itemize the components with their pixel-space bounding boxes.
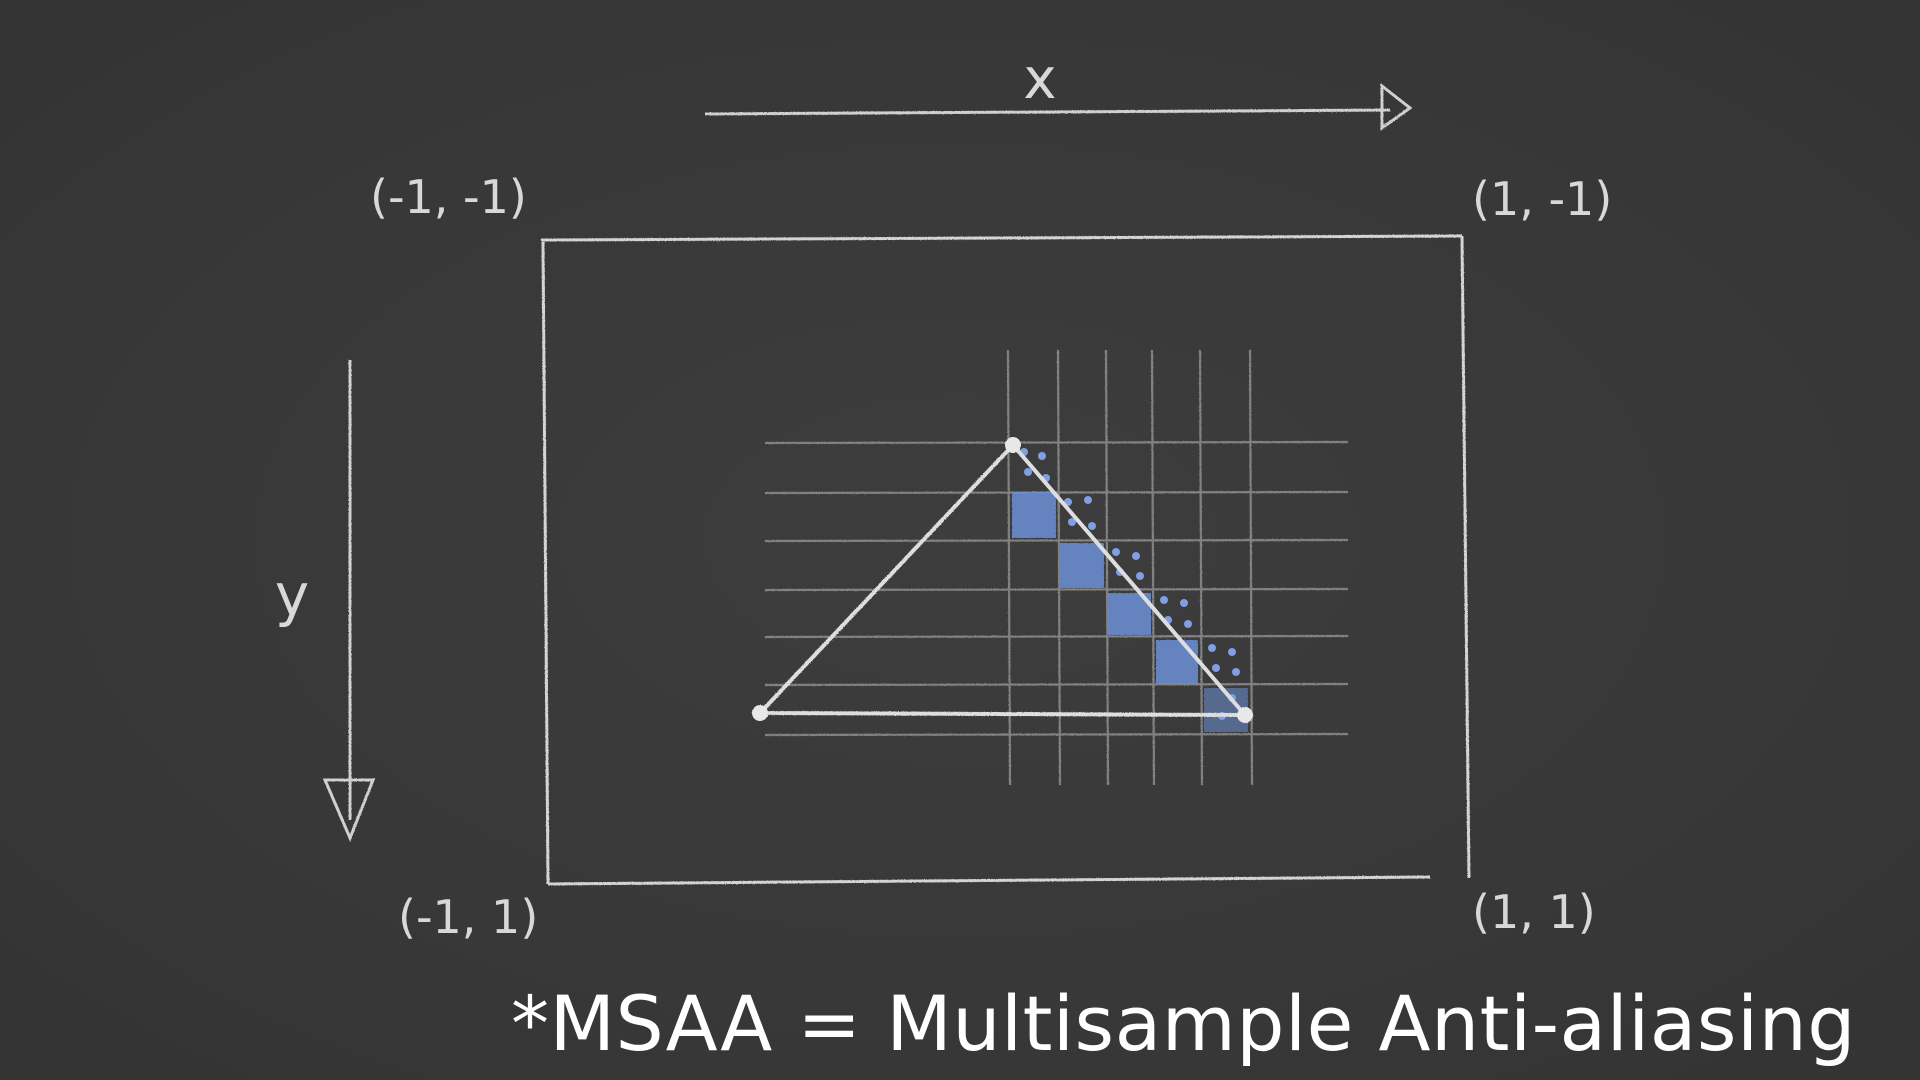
y-axis-arrow: [322, 360, 376, 842]
caption: *MSAA = Multisample Anti-aliasing: [510, 979, 1856, 1068]
corner-label-bottom-right: (1, 1): [1472, 885, 1596, 939]
triangle-vertex: [1237, 707, 1253, 723]
covered-pixels: [1012, 492, 1248, 732]
corner-label-top-right: (1, -1): [1472, 172, 1612, 226]
pixel-grid: [764, 349, 1349, 786]
triangle-vertex: [752, 705, 768, 721]
triangle-vertex: [1005, 437, 1021, 453]
covered-pixel: [1060, 543, 1104, 588]
corner-label-bottom-left: (-1, 1): [398, 890, 538, 944]
x-axis-arrow: [704, 82, 1413, 131]
triangle: [752, 437, 1253, 723]
covered-pixel: [1012, 492, 1056, 538]
viewport-rectangle: [540, 234, 1471, 886]
covered-pixel: [1156, 640, 1198, 684]
y-axis-label: y: [275, 561, 309, 629]
x-axis-label: x: [1023, 47, 1056, 112]
corner-label-top-left: (-1, -1): [370, 170, 527, 224]
